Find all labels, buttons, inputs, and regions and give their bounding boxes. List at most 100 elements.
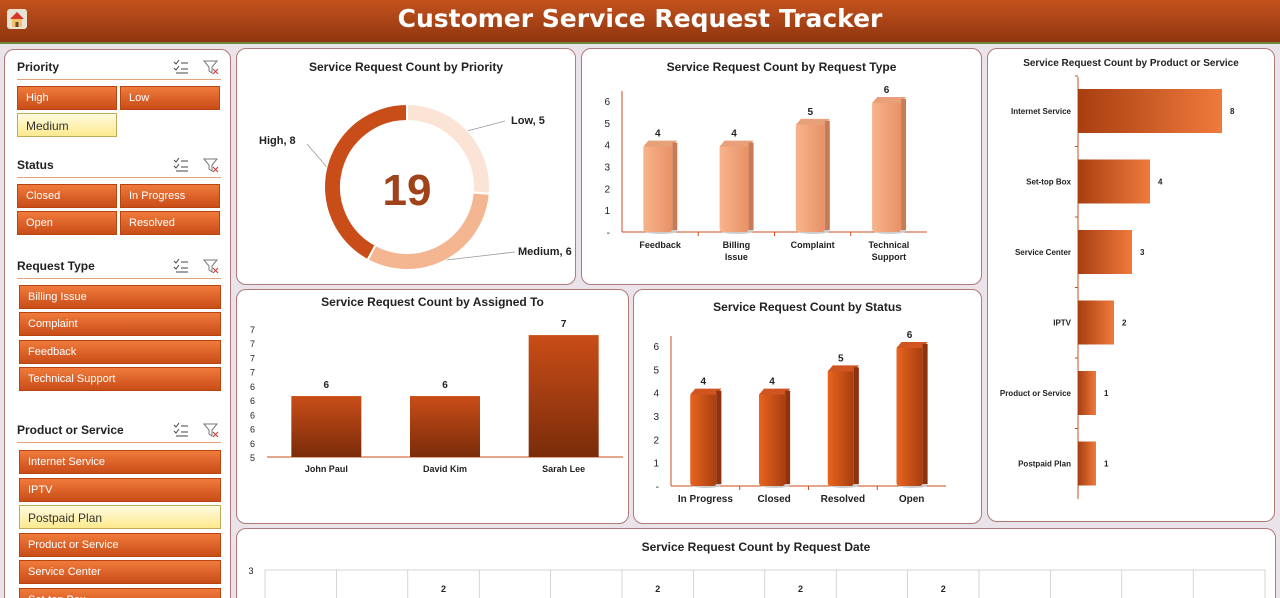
slicer-item-internet-service[interactable]: Internet Service — [19, 450, 221, 474]
x-tick-label: Resolved — [821, 494, 865, 505]
clear-filter-icon[interactable] — [203, 422, 219, 438]
title-bar: Customer Service Request Tracker — [0, 0, 1280, 44]
slicer-item-feedback[interactable]: Feedback — [19, 340, 221, 364]
data-label: 2 — [1122, 319, 1127, 328]
data-label: 4 — [769, 377, 775, 388]
x-tick-label: Closed — [757, 494, 790, 505]
slicer-item-in-progress[interactable]: In Progress — [120, 184, 220, 208]
slicer-request-type-label: Request Type — [17, 259, 95, 273]
data-label: 2 — [441, 584, 446, 594]
data-label: 4 — [701, 377, 707, 388]
chart-request-type-panel: Service Request Count by Request Type 6 5… — [581, 48, 982, 285]
data-label: 4 — [731, 129, 737, 140]
slicer-item-complaint[interactable]: Complaint — [19, 312, 221, 336]
y-tick-label: 6 — [250, 410, 255, 420]
y-tick-label: 6 — [653, 342, 659, 353]
slicer-item-open[interactable]: Open — [17, 211, 117, 235]
slicer-status-header: Status — [17, 156, 221, 178]
clear-filter-icon[interactable] — [203, 157, 219, 173]
bar-top — [827, 365, 859, 372]
x-tick-label: Open — [899, 494, 925, 505]
chart-title: Service Request Count by Product or Serv… — [1023, 58, 1239, 69]
data-label: 4 — [655, 129, 661, 140]
y-tick-label: IPTV — [1053, 319, 1071, 328]
leader-line — [446, 251, 516, 261]
slicer-item-postpaid-plan[interactable]: Postpaid Plan — [19, 505, 221, 529]
x-tick-label: Billing — [723, 240, 751, 250]
multi-select-icon[interactable] — [173, 59, 189, 75]
filter-sidebar: Priority High Low Medium Status Closed I… — [4, 49, 231, 598]
chart-date-panel: Service Request Count by Request Date 3 2… — [236, 528, 1276, 598]
data-label: 5 — [838, 353, 844, 364]
data-label: Low, 5 — [511, 115, 545, 127]
y-tick-label: 3 — [248, 566, 253, 576]
y-tick-label: - — [656, 482, 659, 493]
chart-title: Service Request Count by Assigned To — [321, 295, 544, 309]
bar — [1078, 371, 1096, 415]
multi-select-icon[interactable] — [173, 157, 189, 173]
x-tick-label: David Kim — [423, 464, 467, 474]
slicer-item-product-or-service[interactable]: Product or Service — [19, 533, 221, 557]
slicer-priority-header: Priority — [17, 58, 221, 80]
data-label: 6 — [324, 380, 330, 391]
bar-side — [853, 367, 859, 484]
bar — [1078, 230, 1132, 274]
chart-title: Service Request Count by Priority — [308, 60, 504, 74]
bar-chart-request-type: 6 5 4 3 2 1 - 4 Feedback 4 Billing Issue 5 Complaint 6… — [604, 85, 927, 262]
leader-line — [306, 143, 327, 167]
slicer-product-header: Product or Service — [17, 421, 221, 443]
y-tick-label: Postpaid Plan — [1018, 460, 1071, 469]
data-label: 2 — [655, 584, 660, 594]
leader-line — [467, 120, 506, 132]
multi-select-icon[interactable] — [173, 422, 189, 438]
slicer-item-service-center[interactable]: Service Center — [19, 560, 221, 584]
y-tick-label: 3 — [653, 412, 659, 423]
slicer-item-technical-support[interactable]: Technical Support — [19, 367, 221, 391]
bar — [291, 396, 362, 457]
bar — [896, 346, 923, 486]
bar — [795, 122, 825, 232]
bar — [1078, 300, 1114, 345]
data-label: 8 — [1230, 107, 1235, 116]
bar-chart-product: Internet Service 8 Set-top Box 4 Service Cen… — [1000, 75, 1235, 499]
slicer-item-set-top-box[interactable]: Set-top Box — [19, 588, 221, 598]
page-title: Customer Service Request Tracker — [397, 4, 883, 33]
bar-side — [672, 142, 678, 230]
slicer-item-billing-issue[interactable]: Billing Issue — [19, 285, 221, 309]
bar-side — [785, 390, 791, 484]
slicer-item-iptv[interactable]: IPTV — [19, 478, 221, 502]
data-label: 7 — [561, 319, 567, 330]
bar-chart-assigned: 7 7 7 7 6 6 6 6 6 5 6 John Paul 6 David Kim 7 Sarah Lee — [250, 319, 623, 474]
clear-filter-icon[interactable] — [203, 59, 219, 75]
y-tick-label: 6 — [250, 439, 255, 449]
slicer-item-closed[interactable]: Closed — [17, 184, 117, 208]
bar — [1078, 159, 1150, 204]
home-icon[interactable] — [6, 8, 28, 30]
bar — [1078, 441, 1096, 486]
x-tick-label: Issue — [725, 252, 748, 262]
chart-priority-panel: Service Request Count by Priority Low, 5… — [236, 48, 576, 285]
bar-top — [896, 342, 928, 348]
slicer-item-resolved[interactable]: Resolved — [120, 211, 220, 235]
x-tick-label: In Progress — [678, 494, 733, 505]
chart-title: Service Request Count by Status — [713, 300, 902, 314]
slicer-item-high[interactable]: High — [17, 86, 117, 110]
x-tick-label: Support — [872, 252, 907, 262]
slicer-product-label: Product or Service — [17, 423, 124, 437]
y-tick-label: 1 — [604, 206, 610, 217]
data-label: 6 — [884, 85, 890, 96]
bar-chart-status: 6 5 4 3 2 1 - 4 In Progress 4 Closed 5 Resolved 6 Open — [653, 330, 946, 505]
slicer-request-type-header: Request Type — [17, 257, 221, 279]
y-tick-label: 7 — [250, 325, 255, 335]
bar-top — [643, 140, 678, 147]
x-tick-label: Complaint — [791, 240, 835, 250]
data-label: 1 — [1104, 389, 1109, 398]
y-tick-label: Service Center — [1015, 248, 1071, 257]
data-label: 6 — [442, 380, 448, 391]
donut-center-total: 19 — [383, 166, 432, 215]
clear-filter-icon[interactable] — [203, 258, 219, 274]
multi-select-icon[interactable] — [173, 258, 189, 274]
bar-side — [824, 120, 830, 230]
slicer-item-medium[interactable]: Medium — [17, 113, 117, 137]
slicer-item-low[interactable]: Low — [120, 86, 220, 110]
